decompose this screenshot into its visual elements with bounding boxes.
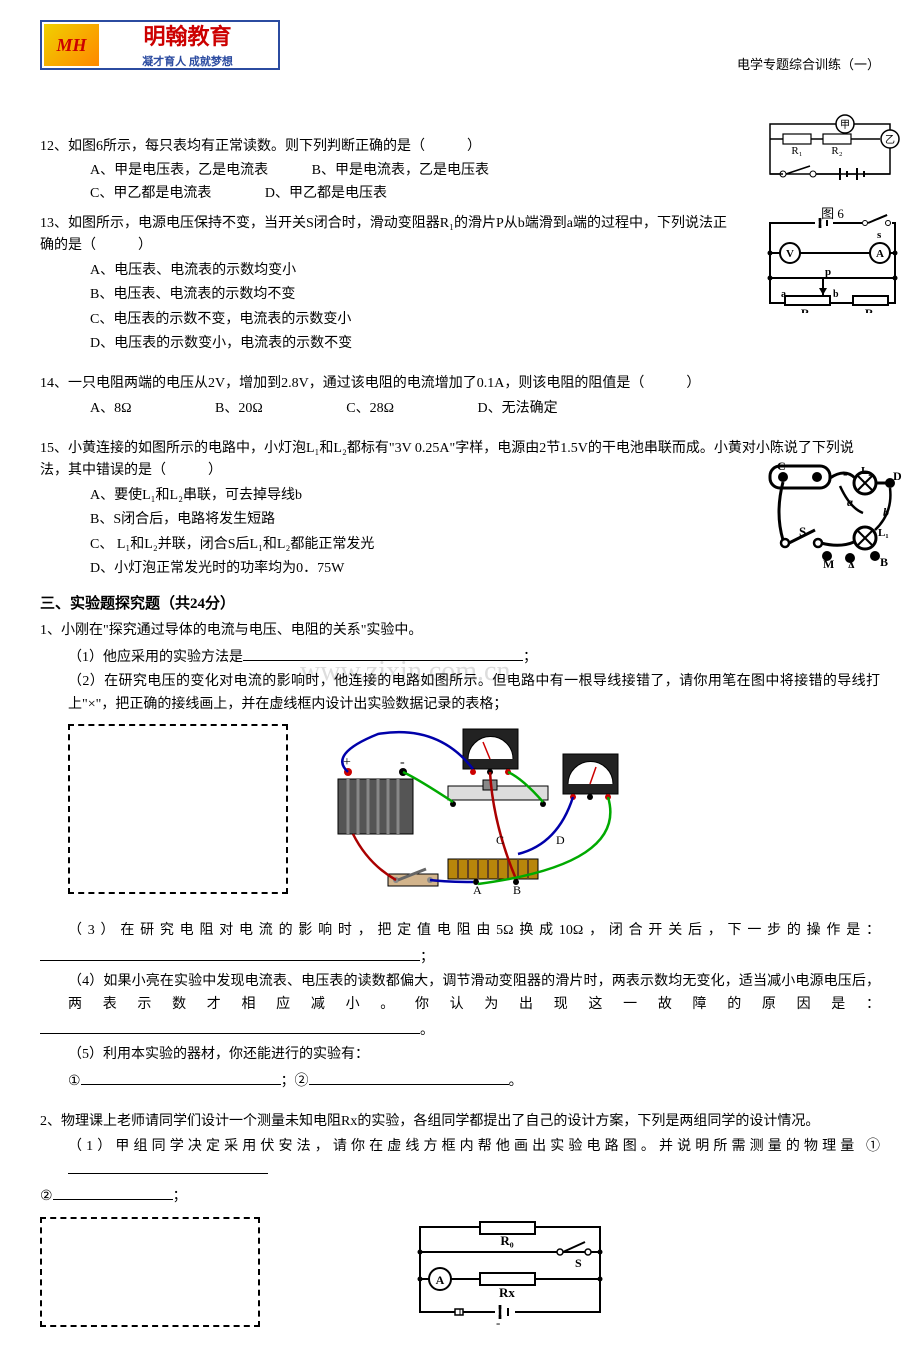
q14-opt-b: B、20Ω <box>215 398 263 420</box>
logo-subtitle: 凝才育人 成就梦想 <box>99 54 276 72</box>
svg-text:a: a <box>847 495 853 509</box>
svg-text:b: b <box>883 505 889 519</box>
q13-opt-d: D、电压表的示数变小，电流表的示数不变 <box>90 333 880 355</box>
svg-text:B: B <box>880 555 888 568</box>
q14-stem: 14、一只电阻两端的电压从2V，增加到2.8V，通过该电阻的电流增加了0.1A，… <box>40 373 880 395</box>
q14-opt-d: D、无法确定 <box>478 398 558 420</box>
p1-stem: 1、小刚在"探究通过导体的电流与电压、电阻的关系"实验中。 <box>40 620 880 642</box>
svg-text:C: C <box>777 459 786 473</box>
svg-text:甲: 甲 <box>840 120 850 131</box>
q13-stem: 13、如图所示，电源电压保持不变，当开关S闭合时，滑动变阻器R₁的滑片P从b端滑… <box>40 213 880 258</box>
svg-text:L₁: L₁ <box>878 527 889 539</box>
p1-s3: （3）在研究电阻对电流的影响时，把定值电阻由5Ω换成10Ω，闭合开关后，下一步的… <box>40 920 880 942</box>
q14-opt-c: C、28Ω <box>346 398 394 420</box>
question-14: 14、一只电阻两端的电压从2V，增加到2.8V，通过该电阻的电流增加了0.1A，… <box>40 373 880 420</box>
p1-figure-row: + - <box>68 724 880 912</box>
table-design-box <box>68 724 288 894</box>
q12-options-row1: A、甲是电压表，乙是电流表 B、甲是电流表，乙是电压表 <box>40 160 880 182</box>
q12-opt-a: A、甲是电压表，乙是电流表 <box>90 160 268 182</box>
svg-text:C: C <box>496 833 504 847</box>
svg-text:R₂: R₂ <box>831 145 842 157</box>
svg-text:D: D <box>556 833 565 847</box>
svg-text:R₂: R₂ <box>865 306 878 313</box>
question-15: C - L₂ D a b S L₁ M A B <box>40 438 880 580</box>
q12-options-row2: C、甲乙都是电流表 D、甲乙都是电压表 <box>40 183 880 205</box>
q12-stem: 12、如图6所示，每只表均有正常读数。则下列判断正确的是（ ） <box>40 136 880 158</box>
svg-text:V: V <box>786 248 794 260</box>
p1-s4: （4）如果小亮在实验中发现电流表、电压表的读数都偏大，调节滑动变阻器的滑片时，两… <box>40 971 880 1016</box>
svg-text:R₁: R₁ <box>791 145 802 157</box>
q13-options: A、电压表、电流表的示数均变小 B、电压表、电流表的示数均不变 C、电压表的示数… <box>40 260 880 356</box>
q13-opt-c: C、电压表的示数不变，电流表的示数变小 <box>90 309 880 331</box>
svg-text:-: - <box>496 1315 500 1327</box>
svg-text:-: - <box>400 755 405 770</box>
p2-s1: （1）甲组同学决定采用伏安法，请你在虚线方框内帮他画出实验电路图。并说明所需测量… <box>40 1136 880 1183</box>
problem-3-1: 1、小刚在"探究通过导体的电流与电压、电阻的关系"实验中。 （1）他应采用的实验… <box>40 620 880 1093</box>
p2-stem: 2、物理课上老师请同学们设计一个测量未知电阻Rx的实验，各组同学都提出了自己的设… <box>40 1111 880 1133</box>
svg-text:A: A <box>847 559 856 568</box>
figure-p2: R₀ S Rx A - <box>400 1217 620 1335</box>
svg-text:A: A <box>436 1273 445 1287</box>
svg-text:乙: 乙 <box>885 134 895 146</box>
svg-text:R₁: R₁ <box>801 306 814 313</box>
q12-opt-c: C、甲乙都是电流表 <box>90 183 211 205</box>
svg-text:S: S <box>799 524 806 539</box>
svg-text:A: A <box>876 248 884 260</box>
q15-stem: 15、小黄连接的如图所示的电路中，小灯泡L₁和L₂都标有"3V 0.25A"字样… <box>40 438 880 483</box>
circuit-design-box <box>40 1217 260 1327</box>
question-13: s V A p a b R₁ R₂ 13、如图所示，电源电压保持不变，当 <box>40 213 880 355</box>
logo-title: 明翰教育 <box>99 19 276 54</box>
svg-text:Rx: Rx <box>499 1285 515 1300</box>
problem-3-2: 2、物理课上老师请同学们设计一个测量未知电阻Rx的实验，各组同学都提出了自己的设… <box>40 1111 880 1335</box>
p1-s2: （2）在研究电压的变化对电流的影响时，他连接的电路如图所示。但电路中有一根导线接… <box>40 671 880 716</box>
logo-emblem: MH <box>44 24 99 66</box>
q12-opt-d: D、甲乙都是电压表 <box>265 183 387 205</box>
question-12: 甲 乙 R₁ R₂ 图 6 12、如图6所示，每只表均有正常读数。则下列判断正确… <box>40 136 880 205</box>
q13-opt-b: B、电压表、电流表的示数均不变 <box>90 284 880 306</box>
q14-options: A、8Ω B、20Ω C、28Ω D、无法确定 <box>40 398 880 420</box>
svg-text:a: a <box>781 289 786 300</box>
figure-q15: C - L₂ D a b S L₁ M A B <box>755 458 905 576</box>
circuit-photo: + - <box>318 724 638 912</box>
svg-text:B: B <box>513 883 521 897</box>
svg-text:M: M <box>823 557 834 568</box>
p2-s1-line2: ②； <box>40 1184 880 1208</box>
p1-s4-blank: 。 <box>40 1018 880 1042</box>
svg-text:b: b <box>833 289 839 300</box>
figure-q13: s V A p a b R₁ R₂ <box>765 213 900 321</box>
svg-text:S: S <box>575 1256 582 1270</box>
svg-text:p: p <box>825 266 831 278</box>
logo-text-block: 明翰教育 凝才育人 成就梦想 <box>99 19 276 72</box>
p1-s5: （5）利用本实验的器材，你还能进行的实验有： <box>40 1044 880 1066</box>
q15-options: A、要使L₁和L₂串联，可去掉导线b B、S闭合后，电路将发生短路 C、 L₁和… <box>40 485 880 581</box>
p1-s3-blank: ； <box>40 945 880 969</box>
svg-text:s: s <box>877 229 882 241</box>
p2-figure-row: R₀ S Rx A - <box>40 1217 880 1335</box>
svg-text:A: A <box>473 883 482 897</box>
q12-opt-b: B、甲是电流表，乙是电压表 <box>312 160 489 182</box>
q14-opt-a: A、8Ω <box>90 398 132 420</box>
p1-s5-blanks: ①；②。 <box>40 1069 880 1093</box>
svg-text:L₂: L₂ <box>861 465 872 477</box>
q13-opt-a: A、电压表、电流表的示数均变小 <box>90 260 880 282</box>
p1-s1: （1）他应采用的实验方法是； <box>40 645 880 669</box>
figure-6: 甲 乙 R₁ R₂ 图 6 <box>765 106 900 225</box>
section-3-title: 三、实验题探究题（共24分） <box>40 592 880 616</box>
logo-banner: MH 明翰教育 凝才育人 成就梦想 <box>40 20 280 70</box>
svg-text:D: D <box>893 469 902 483</box>
svg-text:R₀: R₀ <box>500 1233 513 1248</box>
